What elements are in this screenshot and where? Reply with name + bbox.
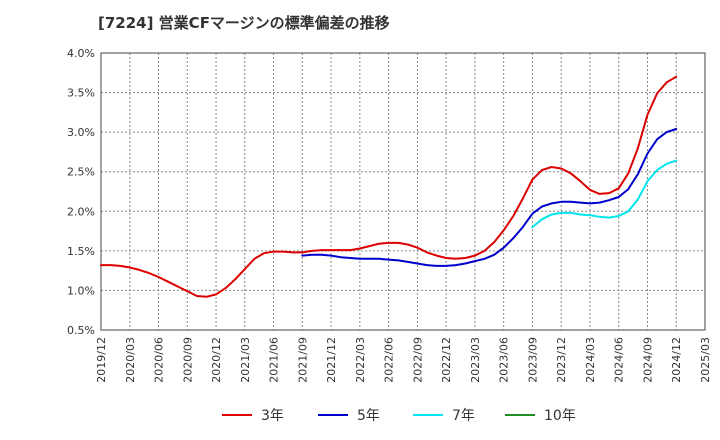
legend-label: 7年 (452, 408, 475, 424)
x-tick-label: 2021/03 (239, 337, 252, 383)
x-tick-label: 2023/06 (498, 337, 511, 383)
legend-label: 5年 (357, 408, 380, 424)
y-tick-label: 3.0% (67, 126, 95, 139)
x-tick-label: 2021/06 (268, 337, 281, 383)
x-tick-label: 2024/12 (670, 337, 683, 383)
x-tick-label: 2021/12 (325, 337, 338, 383)
y-tick-label: 1.5% (67, 245, 95, 258)
plot-area (101, 53, 705, 330)
x-tick-label: 2023/09 (526, 337, 539, 383)
x-tick-label: 2022/12 (440, 337, 453, 383)
y-tick-label: 2.0% (67, 205, 95, 218)
x-tick-label: 2024/03 (584, 337, 597, 383)
x-tick-label: 2022/03 (354, 337, 367, 383)
y-tick-label: 3.5% (67, 87, 95, 100)
plot-frame (100, 52, 706, 331)
y-tick-label: 4.0% (67, 47, 95, 60)
grid (101, 53, 705, 330)
x-tick-label: 2023/12 (555, 337, 568, 383)
legend: 3年 5年 7年 10年 (222, 408, 576, 424)
series-line-3年 (100, 75, 678, 298)
series-lines (100, 75, 678, 298)
y-tick-label: 2.5% (67, 166, 95, 179)
y-tick-label: 1.0% (67, 284, 95, 297)
series-line-5年 (301, 128, 678, 267)
series-line-7年 (531, 159, 678, 229)
x-tick-label: 2020/12 (210, 337, 223, 383)
x-tick-label: 2024/06 (613, 337, 626, 383)
x-tick-label: 2020/09 (181, 337, 194, 383)
x-tick-label: 2023/03 (469, 337, 482, 383)
legend-label: 3年 (261, 408, 284, 424)
legend-label: 10年 (544, 408, 576, 424)
x-tick-label: 2025/03 (699, 337, 712, 383)
x-tick-label: 2020/06 (153, 337, 166, 383)
x-tick-label: 2021/09 (296, 337, 309, 383)
y-tick-label: 0.5% (67, 324, 95, 337)
x-tick-label: 2022/06 (383, 337, 396, 383)
chart-title: [7224] 営業CFマージンの標準偏差の推移 (98, 14, 390, 32)
x-tick-label: 2024/09 (641, 337, 654, 383)
axes: 0.5% 1.0% 1.5% 2.0% 2.5% 3.0% 3.5% 4.0% 2019/12 2… (67, 47, 712, 383)
x-tick-label: 2022/09 (411, 337, 424, 383)
x-tick-label: 2020/03 (124, 337, 137, 383)
x-tick-label: 2019/12 (95, 337, 108, 383)
